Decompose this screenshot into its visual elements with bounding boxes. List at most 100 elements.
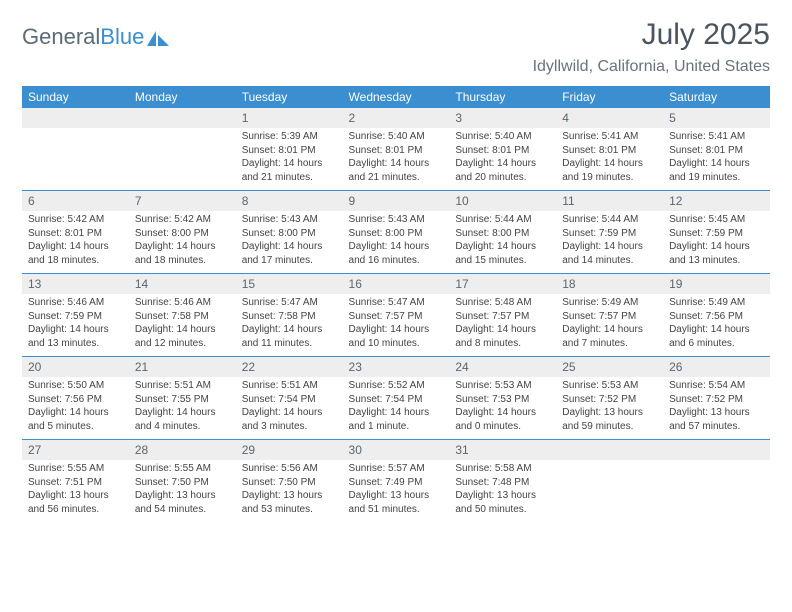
daylight-1: Daylight: 13 hours (349, 489, 444, 503)
daylight-1: Daylight: 14 hours (562, 240, 657, 254)
day-cell: Sunrise: 5:49 AMSunset: 7:56 PMDaylight:… (663, 294, 770, 357)
daynum-row: 13141516171819 (22, 274, 770, 294)
daylight-2: and 14 minutes. (562, 254, 657, 268)
day-cell: Sunrise: 5:55 AMSunset: 7:50 PMDaylight:… (129, 460, 236, 522)
daylight-2: and 12 minutes. (135, 337, 230, 351)
sunset: Sunset: 7:48 PM (455, 476, 550, 490)
day-cell (22, 128, 129, 191)
daylight-1: Daylight: 13 hours (455, 489, 550, 503)
sunrise: Sunrise: 5:53 AM (562, 379, 657, 393)
sunrise: Sunrise: 5:40 AM (455, 130, 550, 144)
sunrise: Sunrise: 5:56 AM (242, 462, 337, 476)
sunrise: Sunrise: 5:43 AM (349, 213, 444, 227)
day-cell: Sunrise: 5:41 AMSunset: 8:01 PMDaylight:… (556, 128, 663, 191)
daylight-1: Daylight: 14 hours (242, 240, 337, 254)
sunrise: Sunrise: 5:47 AM (242, 296, 337, 310)
day-cell: Sunrise: 5:41 AMSunset: 8:01 PMDaylight:… (663, 128, 770, 191)
daylight-1: Daylight: 14 hours (562, 323, 657, 337)
daynum: 23 (343, 357, 450, 377)
daylight-1: Daylight: 14 hours (28, 406, 123, 420)
daynum: 12 (663, 191, 770, 211)
day-cell: Sunrise: 5:49 AMSunset: 7:57 PMDaylight:… (556, 294, 663, 357)
daylight-1: Daylight: 13 hours (669, 406, 764, 420)
sunset: Sunset: 8:01 PM (455, 144, 550, 158)
daylight-2: and 51 minutes. (349, 503, 444, 517)
daylight-2: and 10 minutes. (349, 337, 444, 351)
day-cell: Sunrise: 5:45 AMSunset: 7:59 PMDaylight:… (663, 211, 770, 274)
daylight-1: Daylight: 14 hours (669, 323, 764, 337)
day-cell: Sunrise: 5:48 AMSunset: 7:57 PMDaylight:… (449, 294, 556, 357)
location: Idyllwild, California, United States (533, 58, 770, 76)
sunset: Sunset: 8:01 PM (349, 144, 444, 158)
body-row: Sunrise: 5:39 AMSunset: 8:01 PMDaylight:… (22, 128, 770, 191)
daylight-2: and 5 minutes. (28, 420, 123, 434)
daynum: 20 (22, 357, 129, 377)
daylight-1: Daylight: 14 hours (28, 323, 123, 337)
daylight-2: and 3 minutes. (242, 420, 337, 434)
daylight-2: and 18 minutes. (135, 254, 230, 268)
daynum: 17 (449, 274, 556, 294)
daynum: 21 (129, 357, 236, 377)
daylight-1: Daylight: 14 hours (669, 157, 764, 171)
day-cell: Sunrise: 5:44 AMSunset: 7:59 PMDaylight:… (556, 211, 663, 274)
sunrise: Sunrise: 5:47 AM (349, 296, 444, 310)
daylight-2: and 13 minutes. (669, 254, 764, 268)
body-row: Sunrise: 5:55 AMSunset: 7:51 PMDaylight:… (22, 460, 770, 522)
dow-mon: Monday (129, 86, 236, 108)
sunset: Sunset: 7:54 PM (349, 393, 444, 407)
sunrise: Sunrise: 5:45 AM (669, 213, 764, 227)
title-block: July 2025 Idyllwild, California, United … (533, 18, 770, 76)
sunset: Sunset: 7:59 PM (669, 227, 764, 241)
body-row: Sunrise: 5:46 AMSunset: 7:59 PMDaylight:… (22, 294, 770, 357)
daynum-row: 20212223242526 (22, 357, 770, 377)
daylight-1: Daylight: 13 hours (562, 406, 657, 420)
daynum: 9 (343, 191, 450, 211)
daynum: 13 (22, 274, 129, 294)
daylight-1: Daylight: 14 hours (242, 157, 337, 171)
sunset: Sunset: 7:50 PM (135, 476, 230, 490)
day-cell: Sunrise: 5:52 AMSunset: 7:54 PMDaylight:… (343, 377, 450, 440)
body-row: Sunrise: 5:42 AM Sunset: 8:01 PM Daylight:… (22, 211, 770, 274)
sunrise: Sunrise: 5:58 AM (455, 462, 550, 476)
daylight-2: and 18 minutes. (28, 254, 123, 268)
daynum: 14 (129, 274, 236, 294)
daynum: 1 (236, 108, 343, 128)
day-cell: Sunrise: 5:53 AMSunset: 7:52 PMDaylight:… (556, 377, 663, 440)
sunrise: Sunrise: 5:42 AM (135, 213, 230, 227)
sunrise: Sunrise: 5:46 AM (135, 296, 230, 310)
day-cell: Sunrise: 5:47 AMSunset: 7:58 PMDaylight:… (236, 294, 343, 357)
sunrise: Sunrise: 5:43 AM (242, 213, 337, 227)
daylight-1: Daylight: 14 hours (455, 323, 550, 337)
sunset: Sunset: 8:00 PM (135, 227, 230, 241)
sunset: Sunset: 8:01 PM (28, 227, 123, 241)
sunset: Sunset: 8:01 PM (242, 144, 337, 158)
month-title: July 2025 (533, 18, 770, 52)
daynum: 16 (343, 274, 450, 294)
sunset: Sunset: 7:50 PM (242, 476, 337, 490)
day-cell: Sunrise: 5:42 AMSunset: 8:01 PMDaylight:… (22, 211, 129, 274)
daylight-1: Daylight: 13 hours (28, 489, 123, 503)
daynum: 2 (343, 108, 450, 128)
logo-text-gray: General (22, 24, 100, 50)
dow-thu: Thursday (449, 86, 556, 108)
day-cell: Sunrise: 5:42 AMSunset: 8:00 PMDaylight:… (129, 211, 236, 274)
daynum: 15 (236, 274, 343, 294)
sunrise: Sunrise: 5:49 AM (669, 296, 764, 310)
day-cell: Sunrise: 5:40 AMSunset: 8:01 PMDaylight:… (343, 128, 450, 191)
daynum: 7 (129, 191, 236, 211)
sunrise: Sunrise: 5:55 AM (135, 462, 230, 476)
sunset: Sunset: 7:51 PM (28, 476, 123, 490)
day-cell: Sunrise: 5:55 AMSunset: 7:51 PMDaylight:… (22, 460, 129, 522)
daylight-2: and 53 minutes. (242, 503, 337, 517)
daylight-2: and 57 minutes. (669, 420, 764, 434)
daylight-2: and 54 minutes. (135, 503, 230, 517)
daynum: 31 (449, 440, 556, 460)
sunrise: Sunrise: 5:54 AM (669, 379, 764, 393)
daylight-1: Daylight: 14 hours (455, 240, 550, 254)
sunrise: Sunrise: 5:41 AM (669, 130, 764, 144)
sunrise: Sunrise: 5:40 AM (349, 130, 444, 144)
sunrise: Sunrise: 5:52 AM (349, 379, 444, 393)
sunrise: Sunrise: 5:39 AM (242, 130, 337, 144)
sunset: Sunset: 7:59 PM (562, 227, 657, 241)
daylight-2: and 17 minutes. (242, 254, 337, 268)
